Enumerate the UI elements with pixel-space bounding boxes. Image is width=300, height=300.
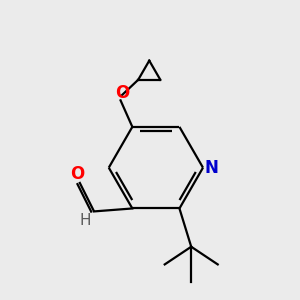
- Text: O: O: [115, 84, 129, 102]
- Text: N: N: [204, 159, 218, 177]
- Text: H: H: [80, 213, 91, 228]
- Text: O: O: [70, 165, 84, 183]
